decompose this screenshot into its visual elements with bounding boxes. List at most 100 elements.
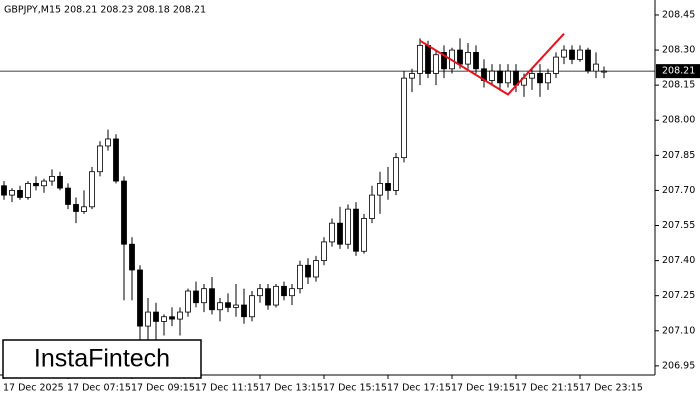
candle-body [553, 56, 559, 74]
x-tick-label: 17 Dec 17:15 [387, 383, 451, 394]
candle-body [297, 264, 303, 290]
price-label: 208.21 [662, 66, 695, 77]
candle-body [561, 49, 567, 58]
candle-body [97, 145, 103, 173]
candle-body [345, 208, 351, 245]
candle-body [425, 44, 431, 74]
candle-body [385, 183, 391, 191]
candle-body [417, 44, 423, 74]
candle-body [321, 241, 327, 262]
candle-body [409, 73, 415, 79]
candle-body [601, 70, 607, 73]
y-tick-label: 207.85 [662, 150, 695, 161]
candle-body [153, 311, 159, 322]
candle-body [377, 183, 383, 196]
candle-body [129, 243, 135, 271]
candle-body [41, 180, 47, 187]
candle-body [1, 185, 7, 196]
candle-body [313, 260, 319, 278]
candle-body [465, 52, 471, 65]
chart-title: GBPJPY,M15 208.21 208.23 208.18 208.21 [4, 5, 206, 16]
x-tick-label: 17 Dec 11:15 [195, 383, 259, 394]
candle-body [113, 138, 119, 182]
candle-body [81, 206, 87, 212]
x-tick-label: 17 Dec 09:15 [131, 383, 195, 394]
pattern-line [419, 33, 565, 96]
candle-body [289, 288, 295, 297]
y-tick-label: 208.15 [662, 80, 695, 91]
candle-body [17, 190, 23, 198]
candle-body [89, 171, 95, 208]
y-tick-label: 207.70 [662, 185, 695, 196]
candle-body [577, 49, 583, 60]
candle-body [25, 183, 31, 198]
candle-body [545, 73, 551, 84]
candle-body [281, 285, 287, 297]
x-tick-label: 17 Dec 21:15 [515, 383, 579, 394]
candle-body [201, 288, 207, 304]
candle-body [33, 183, 39, 187]
candle-body [537, 73, 543, 84]
candle-body [209, 288, 215, 311]
x-tick-label: 17 Dec 15:15 [323, 383, 387, 394]
candle-body [433, 54, 439, 74]
candle-body [193, 290, 199, 304]
candle-body [361, 218, 367, 252]
candle-body [161, 316, 167, 322]
candle-body [137, 269, 143, 327]
candle-body [529, 73, 535, 79]
candle-body [265, 288, 271, 306]
candle-body [489, 70, 495, 81]
y-tick-label: 207.10 [662, 325, 695, 336]
x-tick-label: 17 Dec 19:15 [451, 383, 515, 394]
candle-body [505, 70, 511, 84]
y-tick-label: 206.95 [662, 360, 695, 371]
candle-body [145, 311, 151, 327]
candle-body [473, 52, 479, 70]
candle-body [401, 77, 407, 159]
candle-body [249, 295, 255, 318]
candle-body [441, 52, 447, 70]
candle-body [569, 49, 575, 60]
candle-body [73, 204, 79, 212]
candle-body [49, 175, 55, 182]
x-tick-label: 17 Dec 23:15 [579, 383, 643, 394]
logo-text: InstaFintech [34, 345, 170, 373]
candle-body [105, 138, 111, 147]
y-tick-label: 207.55 [662, 220, 695, 231]
candle-body [65, 187, 71, 205]
candle-body [257, 288, 263, 297]
candle-body [585, 49, 591, 72]
y-tick-label: 208.45 [662, 9, 695, 20]
candle-body [457, 49, 463, 65]
x-tick-label: 17 Dec 07:15 [67, 383, 131, 394]
candle-body [9, 190, 15, 196]
y-tick-label: 207.25 [662, 290, 695, 301]
candle-body [177, 311, 183, 320]
logo-box [2, 339, 202, 379]
candle-body [353, 208, 359, 252]
price-label-box [656, 64, 700, 79]
y-tick-label: 208.30 [662, 45, 695, 56]
candle-body [593, 63, 599, 72]
candle-body [225, 302, 231, 308]
candle-body [185, 290, 191, 313]
candle-body [273, 285, 279, 306]
candle-body [217, 302, 223, 311]
candle-body [393, 157, 399, 191]
x-tick-label: 17 Dec 13:15 [259, 383, 323, 394]
candle-body [57, 175, 63, 189]
candle-body [121, 180, 127, 245]
candle-body [305, 264, 311, 278]
candle-body [337, 222, 343, 245]
candle-body [169, 316, 175, 320]
x-tick-label: 17 Dec 2025 [3, 383, 64, 394]
candle-body [233, 304, 239, 308]
candle-body [369, 194, 375, 219]
candle-body [497, 70, 503, 84]
y-tick-label: 208.00 [662, 115, 695, 126]
candle-body [329, 222, 335, 243]
